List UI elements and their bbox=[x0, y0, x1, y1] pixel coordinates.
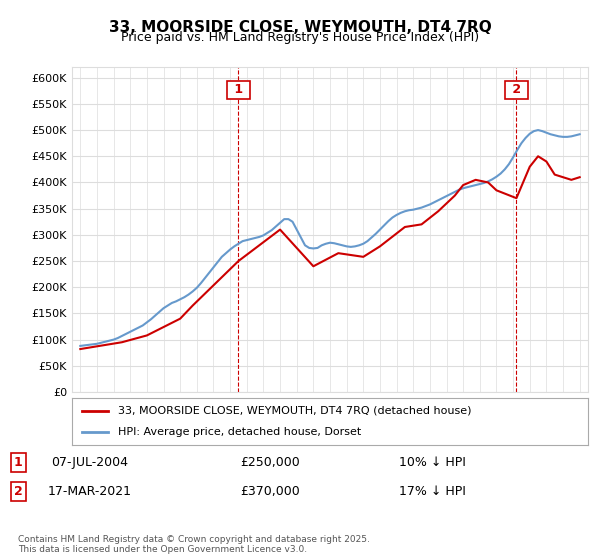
Text: 10% ↓ HPI: 10% ↓ HPI bbox=[398, 456, 466, 469]
Text: Contains HM Land Registry data © Crown copyright and database right 2025.
This d: Contains HM Land Registry data © Crown c… bbox=[18, 535, 370, 554]
Text: 1: 1 bbox=[230, 83, 247, 96]
Text: 07-JUL-2004: 07-JUL-2004 bbox=[52, 456, 128, 469]
Text: 33, MOORSIDE CLOSE, WEYMOUTH, DT4 7RQ (detached house): 33, MOORSIDE CLOSE, WEYMOUTH, DT4 7RQ (d… bbox=[118, 406, 472, 416]
Text: 2: 2 bbox=[508, 83, 525, 96]
Text: 2: 2 bbox=[14, 485, 22, 498]
Text: HPI: Average price, detached house, Dorset: HPI: Average price, detached house, Dors… bbox=[118, 427, 362, 437]
Text: 33, MOORSIDE CLOSE, WEYMOUTH, DT4 7RQ: 33, MOORSIDE CLOSE, WEYMOUTH, DT4 7RQ bbox=[109, 20, 491, 35]
Text: 17-MAR-2021: 17-MAR-2021 bbox=[48, 485, 132, 498]
Text: £250,000: £250,000 bbox=[240, 456, 300, 469]
Text: 1: 1 bbox=[14, 456, 22, 469]
Text: 17% ↓ HPI: 17% ↓ HPI bbox=[398, 485, 466, 498]
Text: £370,000: £370,000 bbox=[240, 485, 300, 498]
Text: Price paid vs. HM Land Registry's House Price Index (HPI): Price paid vs. HM Land Registry's House … bbox=[121, 31, 479, 44]
